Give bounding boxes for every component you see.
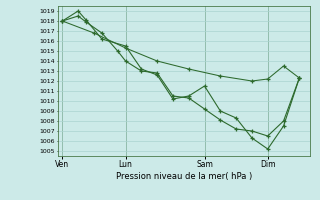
X-axis label: Pression niveau de la mer( hPa ): Pression niveau de la mer( hPa ) xyxy=(116,172,252,181)
